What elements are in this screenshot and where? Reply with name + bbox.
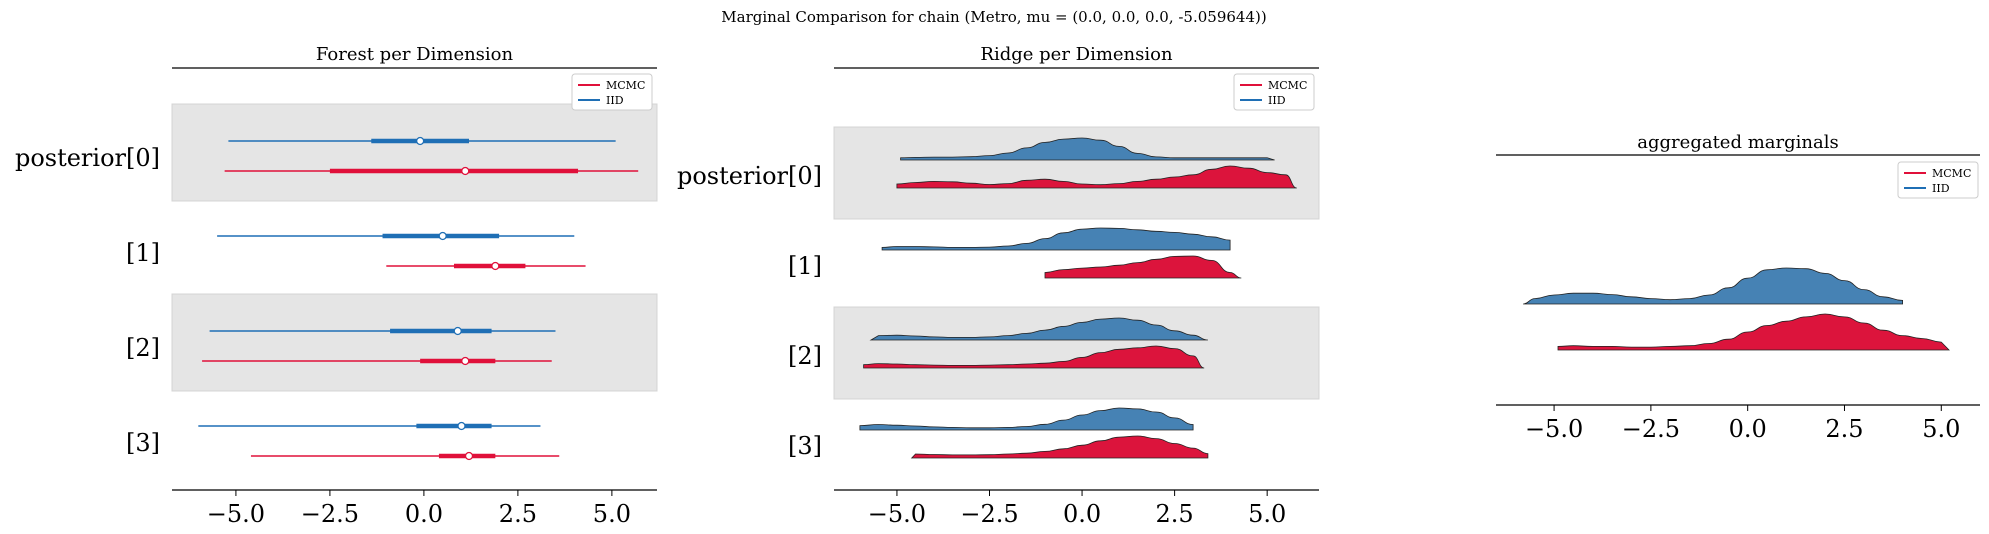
x-tick-label: −2.5	[1622, 415, 1680, 443]
panel-title-0: Forest per Dimension	[316, 44, 514, 65]
x-tick-label: 0.0	[1063, 500, 1101, 528]
row-label: [3]	[788, 432, 822, 460]
row-label: [1]	[126, 239, 160, 267]
x-tick-label: 5.0	[1922, 415, 1960, 443]
row-label: [2]	[126, 334, 160, 362]
x-tick-label: 0.0	[1729, 415, 1767, 443]
x-tick-label: −5.0	[868, 500, 926, 528]
x-tick-label: 0.0	[405, 500, 443, 528]
legend-label-iid: IID	[1268, 94, 1286, 107]
forest-panel: Forest per Dimension posterior[0] [1] [2] [3…	[15, 44, 658, 528]
legend-0: MCMC IID	[571, 73, 653, 111]
legend-label-mcmc: MCMC	[1932, 167, 1971, 180]
legend-label-iid: IID	[606, 94, 624, 107]
legend-label-mcmc: MCMC	[1268, 79, 1307, 92]
ridge-density-mcmc	[1044, 255, 1242, 279]
row-label: [1]	[788, 252, 822, 280]
aggregated-density-mcmc	[1557, 313, 1950, 351]
forest-median-point-iid	[438, 231, 447, 241]
x-tick-label: −2.5	[960, 500, 1018, 528]
figure-suptitle: Marginal Comparison for chain (Metro, mu…	[721, 8, 1266, 26]
aggregated-panel: aggregated marginals −5.0 −2.5 0.0 2.5 5.0 MCM…	[1496, 132, 1980, 443]
x-tick-label: 5.0	[1248, 500, 1286, 528]
row-band	[833, 306, 1320, 400]
panel-title-1: Ridge per Dimension	[980, 44, 1173, 65]
x-tick-label: −2.5	[301, 500, 359, 528]
ridge-density-mcmc	[896, 165, 1297, 189]
ridge-density-mcmc	[863, 345, 1205, 369]
forest-median-point-iid	[415, 136, 425, 146]
x-tick-label: −5.0	[1525, 415, 1583, 443]
legend-label-iid: IID	[1932, 182, 1950, 195]
legend-1: MCMC IID	[1233, 73, 1315, 111]
legend-label-mcmc: MCMC	[606, 79, 645, 92]
row-band	[171, 293, 658, 392]
forest-median-point-mcmc	[491, 261, 500, 271]
row-label: [2]	[788, 342, 822, 370]
aggregated-density-iid	[1523, 267, 1903, 305]
x-tick-label: 2.5	[1825, 415, 1863, 443]
x-tick-label: 2.5	[1156, 500, 1194, 528]
row-label: posterior[0]	[15, 144, 160, 172]
forest-median-point-iid	[453, 326, 462, 336]
x-tick-label: 2.5	[499, 500, 537, 528]
forest-median-point-mcmc	[461, 356, 470, 366]
ridge-density-iid	[881, 227, 1231, 251]
row-label: posterior[0]	[677, 162, 822, 190]
ridge-density-mcmc	[910, 435, 1209, 459]
forest-median-point-iid	[457, 421, 466, 431]
legend-2: MCMC IID	[1897, 161, 1979, 199]
forest-median-point-mcmc	[461, 166, 470, 176]
ridge-density-iid	[869, 317, 1208, 341]
panel-title-2: aggregated marginals	[1637, 132, 1838, 153]
ridge-density-iid	[900, 137, 1275, 161]
x-tick-label: 5.0	[593, 500, 631, 528]
ridge-density-iid	[859, 407, 1194, 431]
ridge-panel: Ridge per Dimension posterior[0] [1] [2] [3]…	[677, 44, 1320, 528]
x-tick-label: −5.0	[207, 500, 265, 528]
row-label: [3]	[126, 429, 160, 457]
forest-median-point-mcmc	[464, 451, 474, 461]
row-band	[171, 103, 658, 202]
